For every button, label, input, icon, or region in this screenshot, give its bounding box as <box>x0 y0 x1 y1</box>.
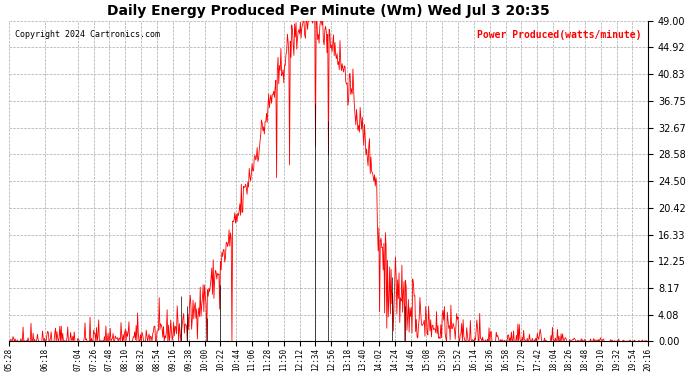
Title: Daily Energy Produced Per Minute (Wm) Wed Jul 3 20:35: Daily Energy Produced Per Minute (Wm) We… <box>107 4 550 18</box>
Text: Power Produced(watts/minute): Power Produced(watts/minute) <box>477 30 642 40</box>
Text: Copyright 2024 Cartronics.com: Copyright 2024 Cartronics.com <box>15 30 160 39</box>
